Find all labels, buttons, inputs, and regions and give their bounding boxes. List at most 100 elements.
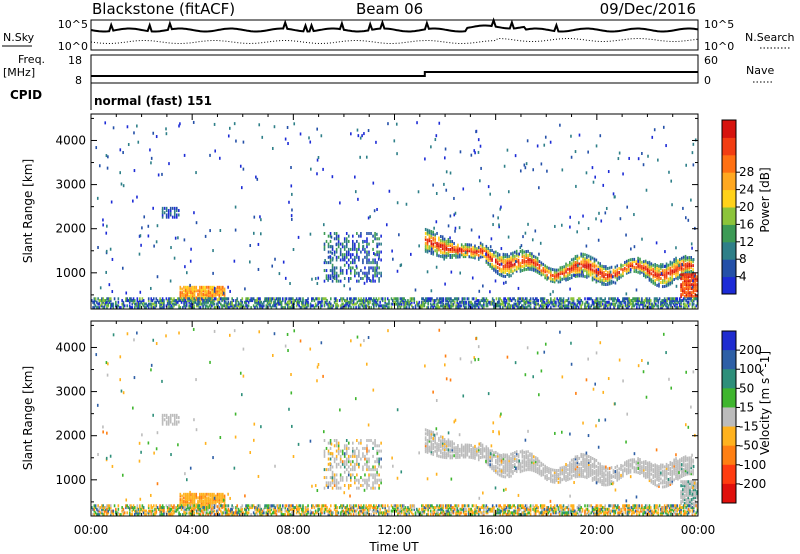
heatmap-cell bbox=[565, 304, 567, 308]
heatmap-cell bbox=[374, 302, 376, 306]
heatmap-cell bbox=[281, 306, 284, 309]
heatmap-cell bbox=[663, 297, 666, 301]
heatmap-cell bbox=[181, 287, 183, 291]
heatmap-cell bbox=[682, 291, 684, 295]
heatmap-cell bbox=[149, 302, 151, 306]
heatmap-cell bbox=[572, 467, 575, 471]
heatmap-cell bbox=[120, 182, 123, 186]
heatmap-cell bbox=[625, 462, 628, 466]
heatmap-cell bbox=[362, 302, 365, 306]
heatmap-cell bbox=[455, 245, 457, 249]
heatmap-cell bbox=[222, 297, 225, 301]
heatmap-cell bbox=[617, 297, 619, 301]
heatmap-cell bbox=[567, 267, 569, 271]
heatmap-cell bbox=[589, 267, 592, 271]
heatmap-cell bbox=[214, 494, 217, 498]
heatmap-cell bbox=[160, 304, 163, 308]
heatmap-cell bbox=[527, 267, 529, 271]
heatmap-cell bbox=[397, 299, 399, 303]
heatmap-cell bbox=[591, 256, 594, 260]
heatmap-cell bbox=[170, 246, 172, 250]
heatmap-cell bbox=[329, 250, 332, 254]
heatmap-cell bbox=[433, 226, 435, 230]
heatmap-cell bbox=[661, 471, 664, 475]
heatmap-cell bbox=[438, 446, 440, 450]
heatmap-cell bbox=[551, 268, 554, 272]
heatmap-cell bbox=[618, 274, 620, 278]
heatmap-cell bbox=[432, 446, 435, 450]
heatmap-cell bbox=[347, 234, 350, 238]
heatmap-cell bbox=[136, 299, 139, 303]
heatmap-cell bbox=[159, 297, 161, 301]
heatmap-cell bbox=[595, 299, 598, 303]
heatmap-cell bbox=[641, 461, 643, 465]
heatmap-cell bbox=[329, 258, 332, 262]
heatmap-cell bbox=[529, 259, 531, 263]
heatmap-cell bbox=[121, 266, 124, 270]
heatmap-cell bbox=[489, 465, 491, 469]
heatmap-cell bbox=[639, 460, 641, 464]
heatmap-cell bbox=[216, 302, 218, 306]
heatmap-cell bbox=[606, 272, 609, 276]
heatmap-cell bbox=[689, 273, 691, 277]
heatmap-cell bbox=[546, 169, 548, 173]
heatmap-cell bbox=[484, 299, 486, 303]
heatmap-cell bbox=[256, 302, 259, 306]
heatmap-cell bbox=[565, 274, 567, 278]
heatmap-cell bbox=[213, 294, 215, 298]
heatmap-cell bbox=[152, 206, 154, 210]
heatmap-cell bbox=[434, 245, 436, 249]
heatmap-cell bbox=[468, 443, 471, 447]
heatmap-cell bbox=[207, 289, 210, 293]
heatmap-cell bbox=[175, 213, 178, 217]
heatmap-cell bbox=[154, 306, 156, 309]
heatmap-cell bbox=[428, 247, 431, 251]
heatmap-cell bbox=[339, 201, 341, 205]
heatmap-cell bbox=[496, 462, 499, 466]
heatmap-cell bbox=[684, 270, 687, 274]
heatmap-cell bbox=[506, 269, 509, 273]
heatmap-cell bbox=[493, 264, 495, 268]
heatmap-cell bbox=[670, 306, 672, 309]
heatmap-cell bbox=[590, 304, 593, 308]
heatmap-cell bbox=[637, 459, 639, 463]
heatmap-cell bbox=[472, 456, 474, 460]
heatmap-cell bbox=[447, 243, 450, 247]
heatmap-cell bbox=[669, 278, 672, 282]
heatmap-cell bbox=[508, 471, 510, 475]
heatmap-cell bbox=[186, 285, 189, 289]
heatmap-cell bbox=[648, 477, 651, 481]
heatmap-cell bbox=[111, 302, 113, 306]
heatmap-cell bbox=[593, 463, 596, 467]
heatmap-cell bbox=[184, 492, 187, 496]
heatmap-cell bbox=[696, 300, 698, 304]
heatmap-cell bbox=[584, 467, 586, 471]
heatmap-cell bbox=[569, 461, 571, 465]
heatmap-cell bbox=[601, 465, 603, 469]
heatmap-cell bbox=[498, 459, 501, 463]
heatmap-cell bbox=[505, 280, 507, 284]
heatmap-cell bbox=[618, 475, 620, 479]
heatmap-cell bbox=[347, 277, 350, 280]
heatmap-cell bbox=[647, 306, 650, 309]
heatmap-cell bbox=[495, 264, 497, 268]
heatmap-cell bbox=[508, 297, 510, 301]
heatmap-cell bbox=[191, 496, 194, 500]
heatmap-cell bbox=[496, 269, 499, 273]
heatmap-cell bbox=[627, 268, 630, 272]
heatmap-cell bbox=[436, 297, 438, 301]
heatmap-cell bbox=[434, 437, 436, 441]
heatmap-cell bbox=[136, 195, 138, 199]
heatmap-cell bbox=[218, 297, 221, 301]
heatmap-cell bbox=[446, 302, 448, 306]
heatmap-cell bbox=[496, 466, 499, 470]
heatmap-cell bbox=[680, 277, 682, 281]
heatmap-cell bbox=[160, 306, 163, 309]
heatmap-cell bbox=[219, 156, 221, 160]
heatmap-cell bbox=[636, 302, 638, 306]
heatmap-cell bbox=[629, 264, 632, 268]
heatmap-cell bbox=[455, 251, 457, 255]
heatmap-cell bbox=[278, 302, 280, 306]
heatmap-cell bbox=[168, 304, 170, 308]
heatmap-cell bbox=[458, 247, 461, 251]
